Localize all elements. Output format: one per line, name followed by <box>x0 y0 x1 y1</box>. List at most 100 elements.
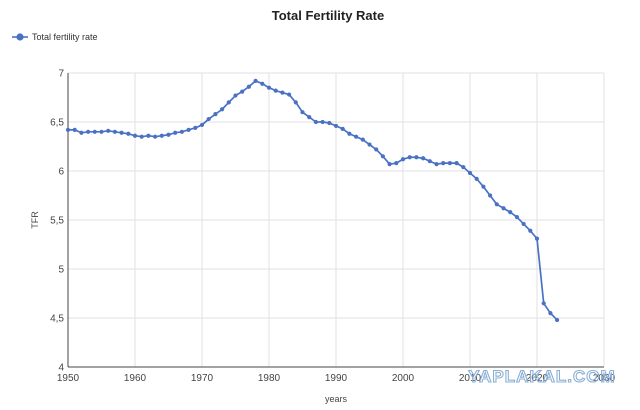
data-point[interactable] <box>65 127 71 132</box>
data-point[interactable] <box>320 119 325 125</box>
data-point[interactable] <box>79 130 84 135</box>
data-point[interactable] <box>488 193 493 198</box>
data-point[interactable] <box>186 127 191 132</box>
x-tick-label: 1980 <box>258 373 281 384</box>
grid <box>68 72 605 367</box>
data-point[interactable] <box>374 147 379 152</box>
data-point[interactable] <box>159 133 164 138</box>
data-point[interactable] <box>313 119 318 125</box>
data-point[interactable] <box>467 170 473 176</box>
data-point[interactable] <box>166 132 171 137</box>
data-point[interactable] <box>260 81 265 86</box>
y-tick-label: 4,5 <box>50 314 64 325</box>
data-point[interactable] <box>333 123 339 129</box>
data-point[interactable] <box>474 176 479 181</box>
series-line <box>68 79 558 321</box>
data-point[interactable] <box>173 130 178 135</box>
x-tick-label: 1990 <box>325 373 348 384</box>
data-point[interactable] <box>347 131 352 136</box>
data-point[interactable] <box>414 155 419 160</box>
data-point[interactable] <box>441 161 446 166</box>
data-point[interactable] <box>421 156 426 161</box>
data-point[interactable] <box>213 112 218 117</box>
data-point[interactable] <box>280 90 285 95</box>
data-point[interactable] <box>528 228 533 233</box>
data-point[interactable] <box>481 184 486 189</box>
data-point[interactable] <box>380 154 385 159</box>
data-point[interactable] <box>300 110 305 115</box>
data-point[interactable] <box>367 142 372 147</box>
y-tick-label: 7 <box>58 69 64 80</box>
data-point[interactable] <box>307 115 312 120</box>
data-point[interactable] <box>126 131 131 136</box>
legend-marker-icon <box>16 33 24 41</box>
data-point[interactable] <box>132 133 138 138</box>
data-point[interactable] <box>226 100 231 105</box>
data-point[interactable] <box>454 161 459 166</box>
data-point[interactable] <box>360 137 365 142</box>
data-point[interactable] <box>514 214 520 220</box>
data-point[interactable] <box>287 92 292 97</box>
data-point[interactable] <box>106 128 111 133</box>
data-point[interactable] <box>146 133 151 138</box>
data-point[interactable] <box>407 155 412 160</box>
data-point[interactable] <box>293 100 298 105</box>
data-point[interactable] <box>508 210 513 215</box>
legend[interactable]: Total fertility rate <box>12 32 98 42</box>
data-point[interactable] <box>253 78 258 83</box>
data-point[interactable] <box>99 129 104 134</box>
data-point[interactable] <box>541 301 546 306</box>
data-point[interactable] <box>354 134 359 139</box>
x-tick-label: 2030 <box>593 373 616 384</box>
x-tick-label: 2010 <box>459 373 482 384</box>
data-point[interactable] <box>501 206 506 211</box>
x-tick-label: 1950 <box>57 373 80 384</box>
y-tick-label: 5 <box>58 265 64 276</box>
data-point[interactable] <box>92 129 97 134</box>
data-point[interactable] <box>233 93 238 98</box>
data-point[interactable] <box>153 134 158 139</box>
data-point[interactable] <box>340 126 345 131</box>
data-point[interactable] <box>387 162 392 167</box>
data-point[interactable] <box>327 120 332 126</box>
data-point[interactable] <box>394 161 399 166</box>
x-tick-label: 1960 <box>124 373 147 384</box>
y-tick-label: 5,5 <box>50 216 64 227</box>
data-point[interactable] <box>72 127 77 132</box>
data-point[interactable] <box>521 221 526 227</box>
x-tick-label: 2000 <box>392 373 415 384</box>
x-tick-label: 2020 <box>526 373 549 384</box>
y-tick-label: 4 <box>58 363 64 374</box>
data-point[interactable] <box>193 125 198 130</box>
data-point[interactable] <box>434 162 439 167</box>
legend-label: Total fertility rate <box>32 32 98 42</box>
data-point[interactable] <box>112 129 117 134</box>
data-point[interactable] <box>548 311 553 316</box>
data-point[interactable] <box>119 130 124 135</box>
data-point[interactable] <box>266 85 272 90</box>
data-point[interactable] <box>427 159 432 164</box>
data-point[interactable] <box>86 129 91 134</box>
data-point[interactable] <box>199 122 205 128</box>
data-point[interactable] <box>555 317 560 323</box>
data-point[interactable] <box>206 116 211 122</box>
y-axis-label: TFR <box>30 211 40 229</box>
data-point[interactable] <box>246 84 251 89</box>
tick-labels: 4 4,5 5 5,5 6 6,5 7 1950 1960 1970 1980 1990 2000 201… <box>50 69 615 385</box>
y-tick-label: 6 <box>58 167 64 178</box>
data-point[interactable] <box>400 157 406 162</box>
axes <box>67 73 604 368</box>
data-point[interactable] <box>447 161 452 166</box>
data-point[interactable] <box>139 134 144 139</box>
chart-title: Total Fertility Rate <box>272 8 384 23</box>
data-point[interactable] <box>273 88 278 93</box>
data-point[interactable] <box>220 107 225 112</box>
data-point[interactable] <box>179 129 184 134</box>
data-point[interactable] <box>240 89 245 94</box>
data-point[interactable] <box>461 164 466 170</box>
data-point[interactable] <box>494 202 499 207</box>
watermark-logo: YAPLAKAL.COM <box>468 367 615 386</box>
data-point[interactable] <box>534 236 540 241</box>
